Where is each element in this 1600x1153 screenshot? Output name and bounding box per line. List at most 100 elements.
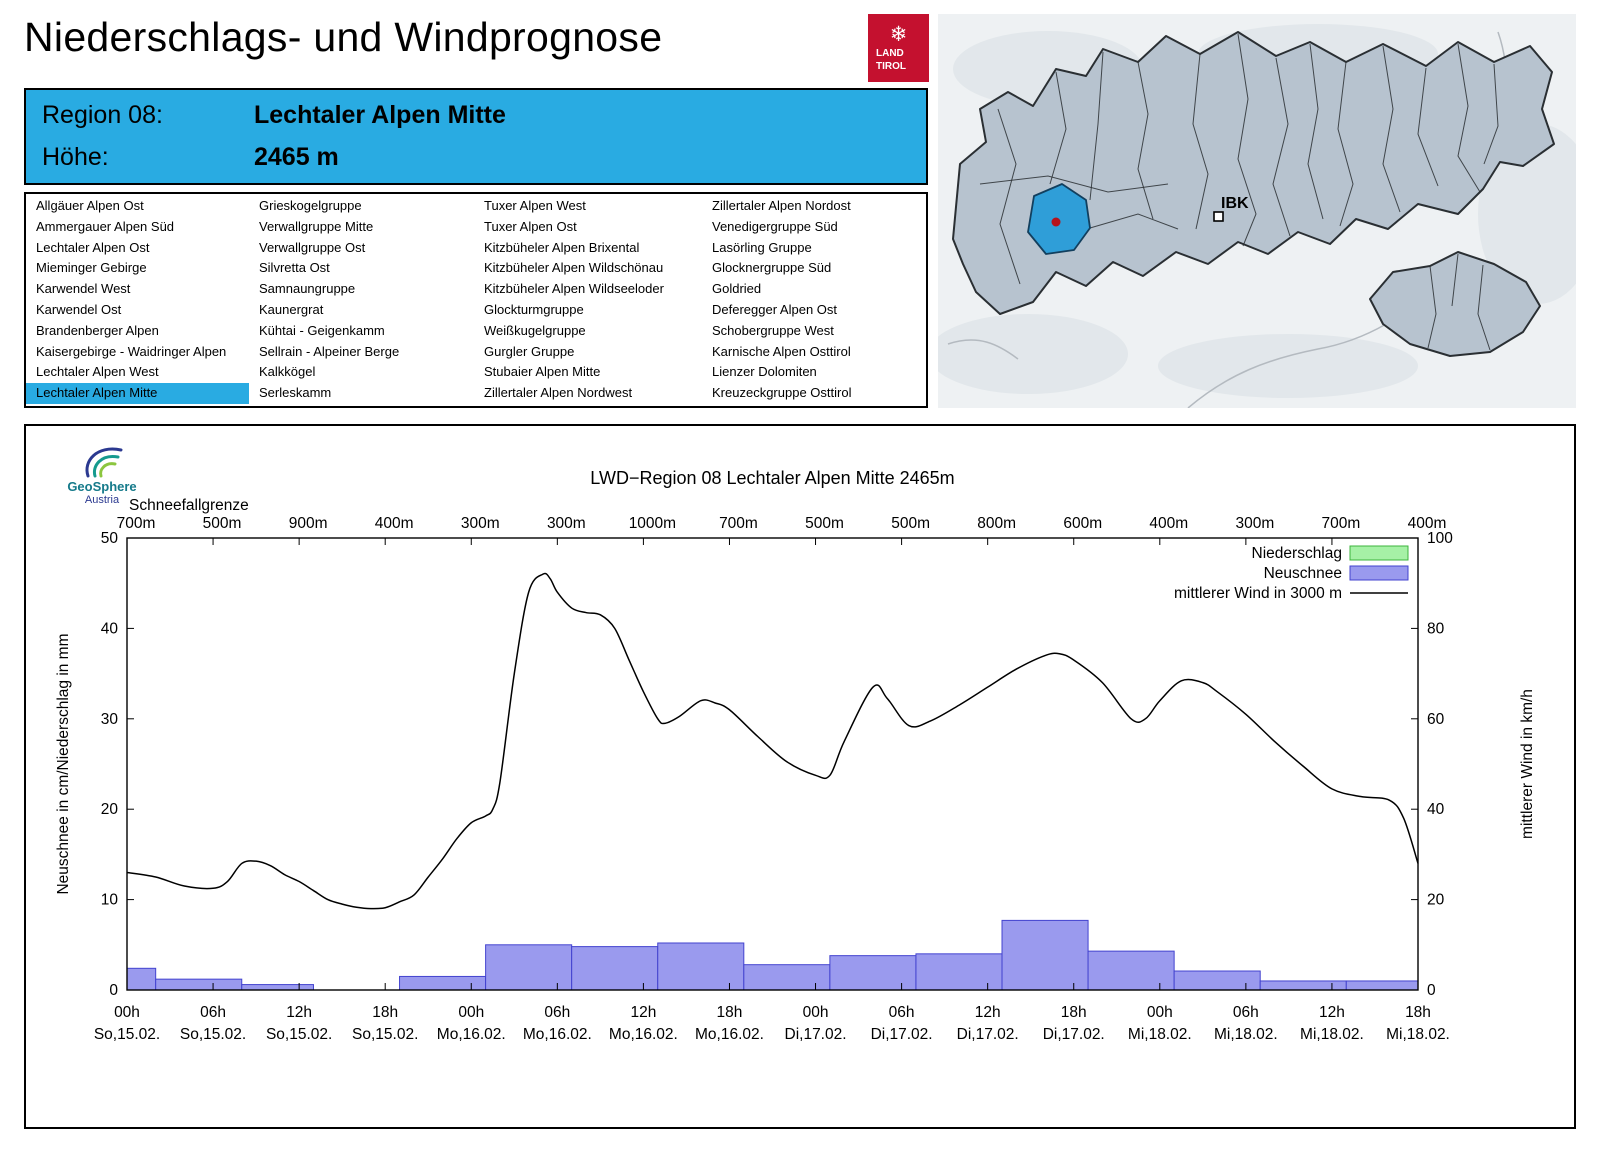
x-tick-date: Mo,16.02. (437, 1026, 506, 1043)
region-list-item[interactable]: Samnaungruppe (259, 281, 356, 297)
land-tirol-logo: ❄ LAND TIROL (868, 14, 929, 82)
region-list-item[interactable]: Karwendel Ost (36, 301, 122, 317)
x-tick-time: 00h (458, 1004, 484, 1021)
region-list-item[interactable]: Glocknergruppe Süd (712, 260, 832, 276)
region-list-item[interactable]: Lechtaler Alpen West (36, 364, 159, 380)
region-list-item[interactable]: Sellrain - Alpeiner Berge (259, 343, 400, 359)
region-list-item[interactable]: Grieskogelgruppe (259, 198, 362, 213)
region-list-item[interactable]: Kitzbüheler Alpen Wildschönau (484, 260, 664, 276)
region-list-item[interactable]: Kalkkögel (259, 364, 316, 380)
district-boundaries (979, 33, 1499, 351)
snowline-value: 400m (375, 515, 414, 532)
y-tick-label-right: 100 (1427, 530, 1453, 547)
neuschnee-bar (743, 964, 831, 991)
neuschnee-bar (657, 942, 745, 991)
region-list-item[interactable]: Kitzbüheler Alpen Wildseeloder (484, 281, 664, 297)
y-tick-label-right: 80 (1427, 620, 1445, 637)
logo-text-land: LAND (876, 48, 904, 59)
legend-label: Neuschnee (1264, 565, 1342, 582)
region-list-item[interactable]: Glockturmgruppe (484, 301, 584, 317)
region-list-item[interactable]: Verwallgruppe Mitte (259, 218, 374, 234)
x-tick-time: 06h (200, 1004, 226, 1021)
x-tick-date: Mo,16.02. (695, 1026, 764, 1043)
region-list-item[interactable]: Allgäuer Alpen Ost (36, 198, 144, 213)
page-title: Niederschlags- und Windprognose (24, 14, 663, 60)
x-tick-date: Di,17.02. (957, 1026, 1019, 1043)
neuschnee-bar (485, 944, 573, 991)
x-tick-time: 00h (803, 1004, 829, 1021)
region-list-item[interactable]: Kreuzeckgruppe Osttirol (712, 385, 852, 401)
legend-swatch (1349, 565, 1409, 581)
ibk-label: IBK (1221, 195, 1249, 212)
region-list-item[interactable]: Zillertaler Alpen Nordwest (484, 385, 633, 401)
snowline-value: 500m (891, 515, 930, 532)
x-tick-date: Mi,18.02. (1300, 1026, 1364, 1043)
region-list-item[interactable]: Verwallgruppe Ost (259, 239, 366, 255)
neuschnee-bar (829, 955, 917, 991)
x-tick-date: So,15.02. (352, 1026, 418, 1043)
x-tick-date: Mo,16.02. (523, 1026, 592, 1043)
neuschnee-bar (155, 978, 243, 991)
region-list-item[interactable]: Kaisergebirge - Waidringer Alpen (36, 343, 227, 359)
region-list-item[interactable]: Kitzbüheler Alpen Brixental (484, 239, 640, 255)
ibk-marker-square (1213, 211, 1224, 222)
logo-text-tirol: TIROL (876, 60, 906, 72)
region-list-item[interactable]: Kühtai - Geigenkamm (259, 322, 385, 338)
x-tick-date: So,15.02. (266, 1026, 332, 1043)
region-list-item[interactable]: Zillertaler Alpen Nordost (712, 198, 851, 213)
snowline-value: 600m (1063, 515, 1102, 532)
altitude-value: 2465 m (254, 143, 339, 171)
snowline-value: 500m (203, 515, 242, 532)
legend-swatch (1349, 545, 1409, 561)
region-list-column: Allgäuer Alpen Ost Ammergauer Alpen Süd Le… (26, 196, 249, 404)
snowline-value: 500m (805, 515, 844, 532)
x-tick-date: So,15.02. (94, 1026, 160, 1043)
region-list-item[interactable]: Mieminger Gebirge (36, 260, 147, 276)
region-list-item[interactable]: Tuxer Alpen Ost (484, 218, 577, 234)
snowline-value: 400m (1149, 515, 1188, 532)
region-list-item[interactable]: Serleskamm (259, 385, 332, 401)
region-list-item[interactable]: Ammergauer Alpen Süd (36, 218, 175, 234)
region-list-item[interactable]: Lechtaler Alpen Mitte (26, 383, 249, 404)
region-list-column: Grieskogelgruppe Verwallgruppe Mitte Verwa… (249, 196, 474, 404)
snowline-value: 900m (289, 515, 328, 532)
north-tirol-region[interactable] (952, 31, 1555, 315)
region-list-column: Tuxer Alpen West Tuxer Alpen Ost Kitzbühel… (474, 196, 702, 404)
region-list-item[interactable]: Silvretta Ost (259, 260, 330, 276)
region-list-item[interactable]: Deferegger Alpen Ost (712, 301, 838, 317)
neuschnee-bar (1345, 980, 1419, 991)
region-list-item[interactable]: Venedigergruppe Süd (712, 218, 838, 234)
region-list-item[interactable]: Lasörling Gruppe (712, 239, 812, 255)
region-list-item[interactable]: Brandenberger Alpen (36, 322, 159, 338)
region-list-item[interactable]: Goldried (712, 281, 762, 297)
region-list-item[interactable]: Weißkugelgruppe (484, 322, 586, 338)
station-dot (1051, 217, 1061, 227)
x-tick-time: 00h (114, 1004, 140, 1021)
region-list-item[interactable]: Karnische Alpen Osttirol (712, 343, 851, 359)
region-list-item[interactable]: Lienzer Dolomiten (712, 364, 817, 380)
region-list-item[interactable]: Karwendel West (36, 281, 131, 297)
region-list-item[interactable]: Schobergruppe West (712, 322, 834, 338)
neuschnee-bar (1001, 919, 1089, 991)
neuschnee-bar (1259, 980, 1347, 991)
neuschnee-bar (1087, 950, 1175, 991)
altitude-label: Höhe: (42, 143, 109, 171)
region-list-item[interactable]: Lechtaler Alpen Ost (36, 239, 150, 255)
snowline-value: 800m (977, 515, 1016, 532)
x-tick-time: 00h (1147, 1004, 1173, 1021)
x-tick-date: Di,17.02. (785, 1026, 847, 1043)
tirol-map: IBK (928, 14, 1598, 409)
y-axis-label-left: Neuschnee in cm/Niederschlag in mm (55, 633, 72, 894)
geosphere-name: GeoSphere (67, 479, 137, 494)
snowline-value: 700m (1322, 515, 1361, 532)
region-list-item[interactable]: Kaunergrat (259, 301, 324, 317)
snowline-value: 700m (719, 515, 758, 532)
region-list-item[interactable]: Gurgler Gruppe (484, 343, 575, 359)
forecast-chart: LWD−Region 08 Lechtaler Alpen Mitte 2465… (55, 468, 1536, 1043)
forecast-chart-panel: GeoSphere Austria LWD−Region 08 Lechtale… (24, 424, 1576, 1129)
y-axis-label-right: mittlerer Wind in km/h (1519, 689, 1536, 839)
y-tick-label-right: 60 (1427, 711, 1445, 728)
region-list-item[interactable]: Tuxer Alpen West (484, 198, 586, 213)
region-list-item[interactable]: Stubaier Alpen Mitte (484, 364, 601, 380)
x-tick-date: Mo,16.02. (609, 1026, 678, 1043)
